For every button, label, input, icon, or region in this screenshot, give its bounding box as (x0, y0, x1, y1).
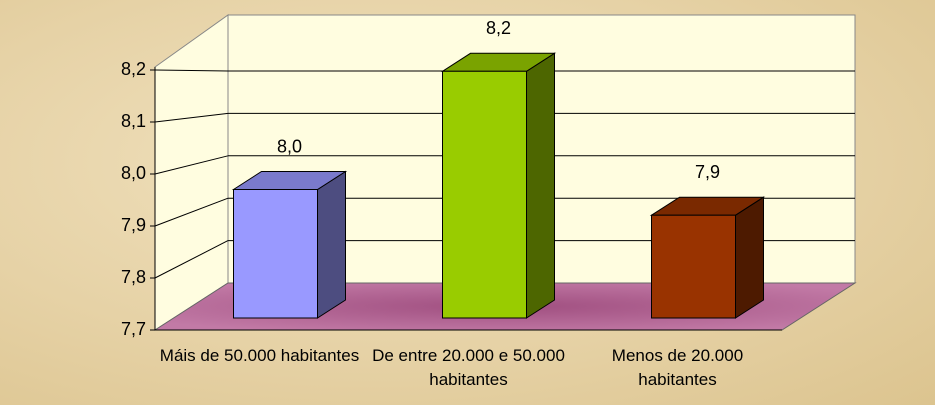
y-tick-label: 7,8 (121, 267, 146, 287)
y-tick-label: 7,7 (121, 319, 146, 339)
bar (233, 189, 318, 319)
x-tick-label: Máis de 50.000 habitantes (159, 346, 360, 365)
grid-line (154, 69, 229, 72)
x-tick-label: Menos de 20.000 habitantes (611, 346, 744, 389)
value-label: 8,2 (486, 18, 511, 38)
y-tick-label: 8,1 (121, 111, 146, 131)
grid-line (154, 197, 229, 227)
x-tick-label: De entre 20.000 e 50.000 habitantes (372, 346, 565, 389)
bar-side (317, 170, 346, 319)
bar-side (735, 196, 764, 319)
y-tick-label: 7,9 (121, 215, 146, 235)
side-wall (154, 14, 229, 331)
grid-line (154, 240, 229, 279)
bar (651, 214, 736, 319)
grid-line (154, 112, 229, 123)
value-label: 8,0 (277, 136, 302, 156)
y-tick-label: 8,2 (121, 59, 146, 79)
bar-side (526, 52, 555, 319)
bar (442, 70, 527, 319)
value-label: 7,9 (695, 162, 720, 182)
y-tick-label: 8,0 (121, 163, 146, 183)
grid-line (154, 155, 229, 175)
